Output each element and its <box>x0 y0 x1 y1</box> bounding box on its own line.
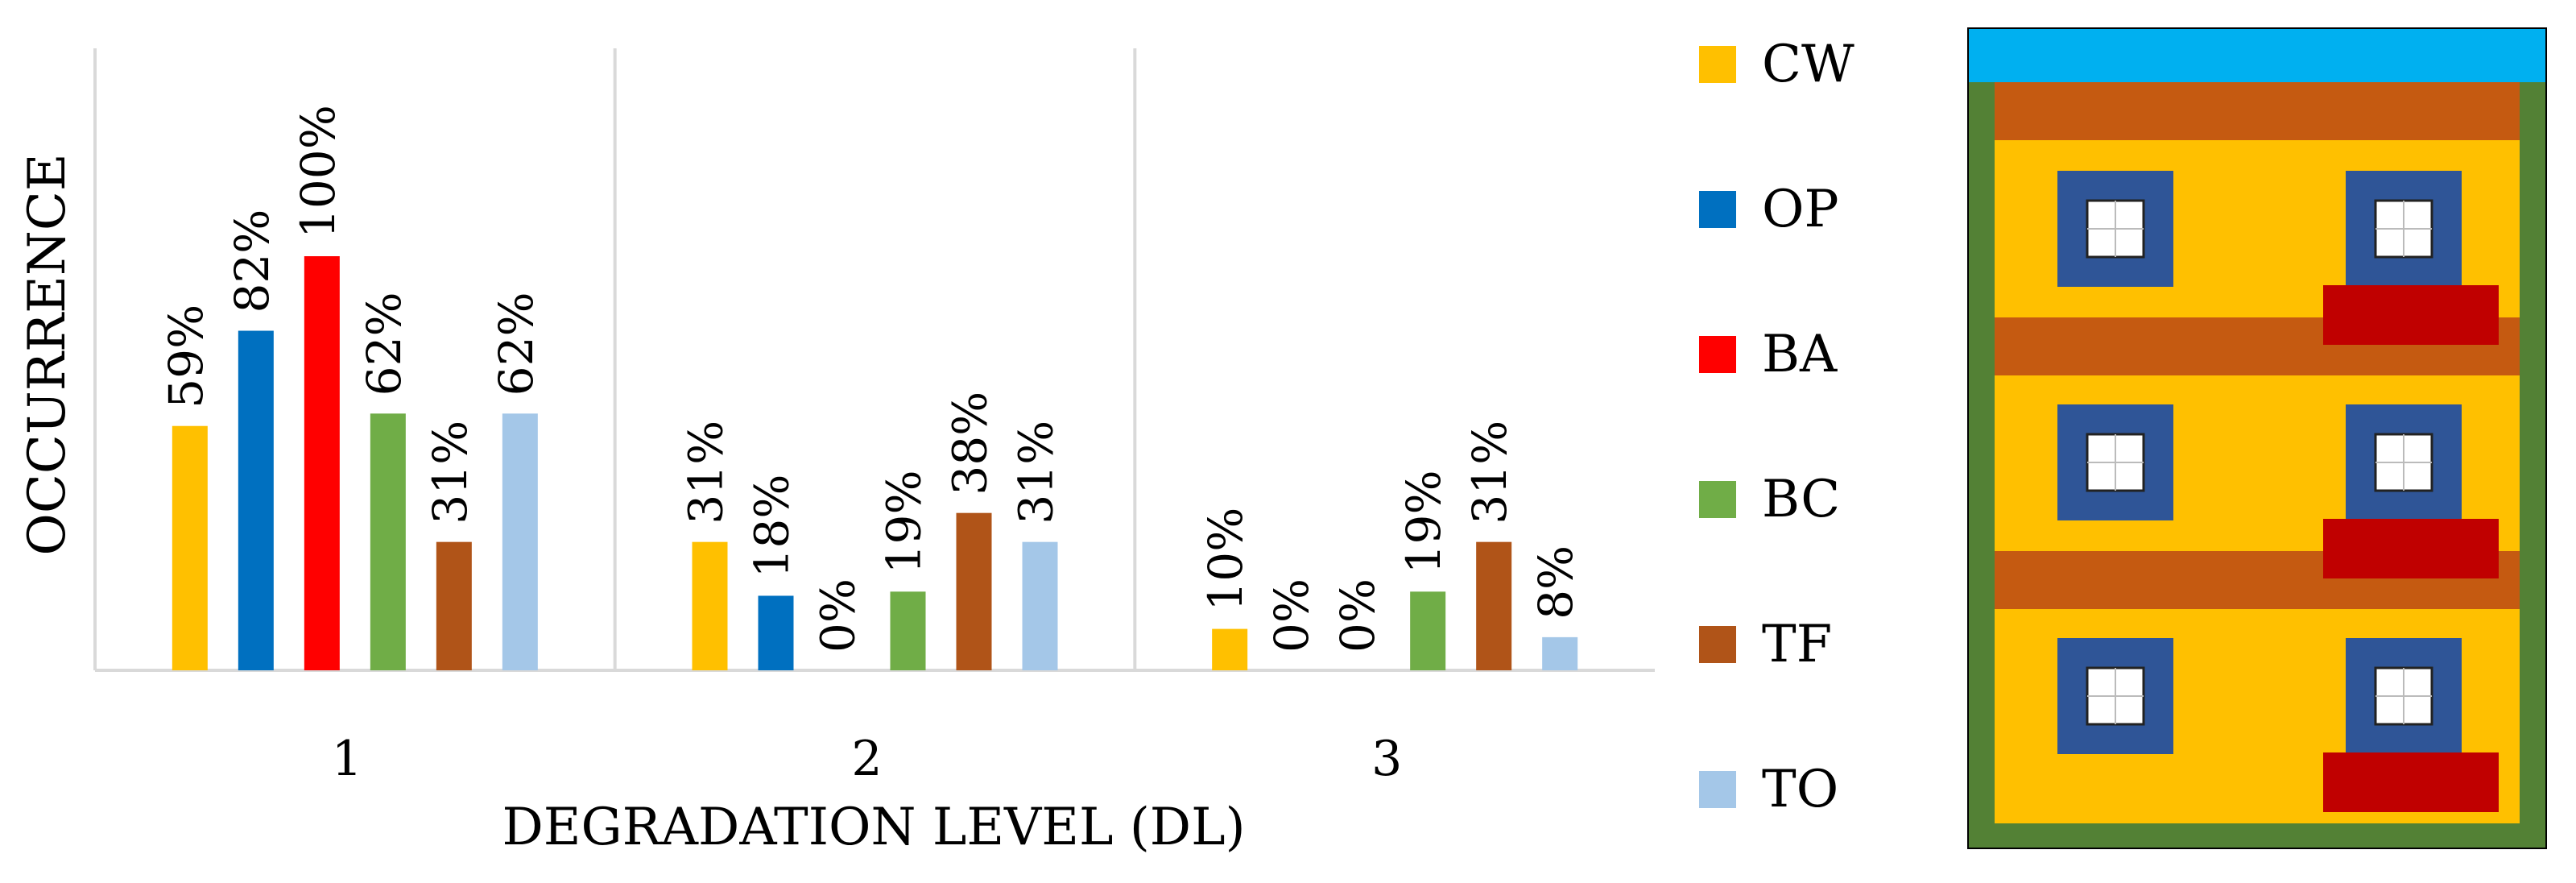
legend-item-to: TO <box>1699 757 1838 822</box>
data-label: 10% <box>1198 508 1253 611</box>
bar-cw-3 <box>1212 628 1248 670</box>
bar-bc-3 <box>1410 591 1446 670</box>
x-tick-label: 1 <box>332 731 362 787</box>
legend-label: OP <box>1762 180 1839 239</box>
bar-tf-2 <box>956 512 992 670</box>
facade-balcony <box>2323 519 2499 578</box>
facade-balcony <box>2323 285 2499 345</box>
facade-balcony <box>2323 752 2499 812</box>
legend-label: CW <box>1762 35 1854 94</box>
chart-legend: CW OP BA BC TF TO <box>1699 32 1892 838</box>
legend-swatch <box>1699 336 1736 373</box>
x-axis-label: DEGRADATION LEVEL (DL) <box>502 798 1245 857</box>
data-label: 31% <box>1462 421 1517 524</box>
chart-axes <box>93 48 1655 672</box>
data-label: 100% <box>291 105 345 238</box>
bar-to-2 <box>1022 541 1058 670</box>
facade-sky <box>1969 29 2545 82</box>
legend-swatch <box>1699 626 1736 663</box>
chart-bars <box>172 256 1578 670</box>
bar-bc-2 <box>890 591 926 670</box>
legend-item-bc: BC <box>1699 467 1840 532</box>
legend-item-ba: BA <box>1699 322 1837 387</box>
bar-chart: 59%82%100%62%31%62%31%18%0%19%38% 31%10%0… <box>18 48 1655 857</box>
bar-cw-2 <box>692 541 728 670</box>
legend-label: TF <box>1762 615 1833 674</box>
legend-swatch <box>1699 191 1736 228</box>
data-label: 18% <box>745 475 800 578</box>
data-label: 19% <box>877 470 932 574</box>
legend-label: BC <box>1762 470 1841 529</box>
legend-label: TO <box>1762 760 1839 819</box>
data-label: 0% <box>1330 578 1385 653</box>
bar-to-1 <box>502 413 538 670</box>
bar-cw-1 <box>172 425 208 670</box>
bar-op-2 <box>758 595 794 670</box>
bar-tf-3 <box>1476 541 1512 670</box>
legend-item-cw: CW <box>1699 32 1854 97</box>
data-label: 38% <box>943 392 998 495</box>
data-label: 62% <box>357 292 411 396</box>
legend-swatch <box>1699 481 1736 518</box>
legend-label: BA <box>1762 325 1838 384</box>
legend-item-tf: TF <box>1699 612 1832 677</box>
y-axis-label: OCCURRENCE <box>18 153 77 555</box>
data-label: 31% <box>1009 421 1064 524</box>
bar-ba-1 <box>304 256 340 670</box>
x-tick-label: 3 <box>1371 731 1402 787</box>
data-label: 31% <box>679 421 734 524</box>
data-label: 0% <box>811 578 866 653</box>
data-label: 0% <box>1264 578 1319 653</box>
chart-tick-labels: 1 2 3 <box>332 731 1403 787</box>
data-label: 31% <box>423 421 478 524</box>
data-label: 8% <box>1528 545 1583 620</box>
data-label: 82% <box>225 209 279 313</box>
building-facade-illustration <box>1967 27 2547 849</box>
bar-tf-1 <box>436 541 472 670</box>
data-label: 19% <box>1396 470 1451 574</box>
legend-swatch <box>1699 46 1736 83</box>
x-tick-label: 2 <box>851 731 882 787</box>
legend-item-op: OP <box>1699 177 1839 242</box>
chart-data-labels: 59%82%100%62%31%62%31%18%0%19%38% 31%10%0… <box>159 105 1583 653</box>
bar-op-1 <box>238 330 274 670</box>
data-label: 62% <box>489 292 544 396</box>
facade-band <box>1995 82 2520 140</box>
legend-swatch <box>1699 771 1736 808</box>
data-label: 59% <box>159 305 213 408</box>
bar-to-3 <box>1542 636 1578 670</box>
bar-bc-1 <box>370 413 406 670</box>
